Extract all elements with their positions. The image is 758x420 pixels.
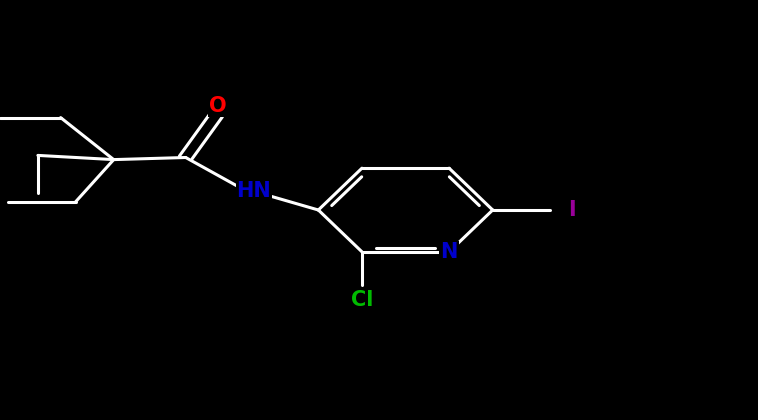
Text: HN: HN [236, 181, 271, 201]
Text: O: O [208, 96, 227, 116]
Text: I: I [568, 200, 576, 220]
Text: N: N [440, 242, 458, 262]
Text: Cl: Cl [351, 290, 373, 310]
